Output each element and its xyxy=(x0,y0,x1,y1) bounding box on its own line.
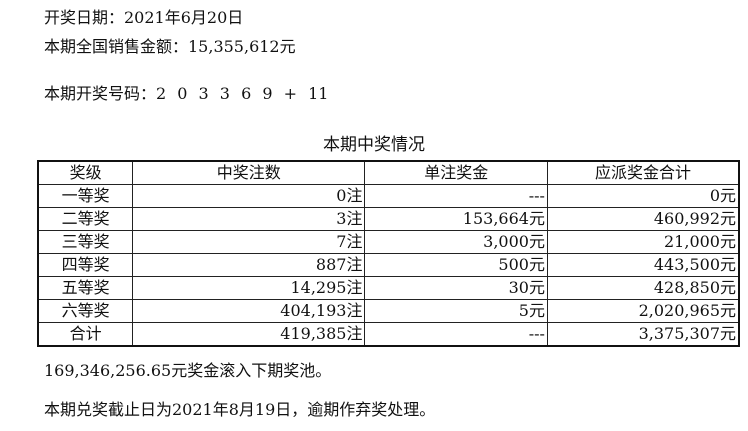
header-count: 中奖注数 xyxy=(132,160,366,185)
winning-numbers: 本期开奖号码：2 0 3 3 6 9 + 11 xyxy=(44,84,329,103)
table-row: 合计 419,385注 --- 3,375,307元 xyxy=(37,322,740,347)
header-prize: 单注奖金 xyxy=(364,160,548,185)
table-row: 五等奖 14,295注 30元 428,850元 xyxy=(37,276,740,300)
total-prize: 428,850元 xyxy=(546,276,740,300)
winner-count: 3注 xyxy=(132,207,366,231)
prize-level: 四等奖 xyxy=(37,253,134,277)
rollover-note: 169,346,256.65元奖金滚入下期奖池。 xyxy=(44,361,332,380)
table-row: 六等奖 404,193注 5元 2,020,965元 xyxy=(37,299,740,323)
winner-count: 7注 xyxy=(132,230,366,254)
table-row: 二等奖 3注 153,664元 460,992元 xyxy=(37,207,740,231)
header-total: 应派奖金合计 xyxy=(546,160,740,185)
total-prize: 21,000元 xyxy=(546,230,740,254)
unit-prize: 3,000元 xyxy=(364,230,548,254)
winner-count: 887注 xyxy=(132,253,366,277)
winner-count: 0注 xyxy=(132,184,366,208)
prize-level: 三等奖 xyxy=(37,230,134,254)
table-row: 四等奖 887注 500元 443,500元 xyxy=(37,253,740,277)
unit-prize: --- xyxy=(364,184,548,208)
winner-count: 14,295注 xyxy=(132,276,366,300)
total-prize: 0元 xyxy=(546,184,740,208)
prize-level: 六等奖 xyxy=(37,299,134,323)
winner-count: 404,193注 xyxy=(132,299,366,323)
winner-count: 419,385注 xyxy=(132,322,366,347)
header-level: 奖级 xyxy=(37,160,134,185)
unit-prize: 5元 xyxy=(364,299,548,323)
prize-level: 二等奖 xyxy=(37,207,134,231)
prize-table: 奖级 中奖注数 单注奖金 应派奖金合计 一等奖 0注 --- 0元 二等奖 3注 153,6… xyxy=(37,160,740,347)
total-prize: 2,020,965元 xyxy=(546,299,740,323)
unit-prize: 153,664元 xyxy=(364,207,548,231)
unit-prize: 30元 xyxy=(364,276,548,300)
unit-prize: 500元 xyxy=(364,253,548,277)
table-title: 本期中奖情况 xyxy=(323,135,425,155)
prize-level: 一等奖 xyxy=(37,184,134,208)
prize-level: 五等奖 xyxy=(37,276,134,300)
draw-date: 开奖日期：2021年6月20日 xyxy=(44,8,244,27)
table-header-row: 奖级 中奖注数 单注奖金 应派奖金合计 xyxy=(37,160,740,185)
table-row: 一等奖 0注 --- 0元 xyxy=(37,184,740,208)
deadline-note: 本期兑奖截止日为2021年8月19日，逾期作弃奖处理。 xyxy=(44,400,436,419)
total-prize: 443,500元 xyxy=(546,253,740,277)
sales-amount: 本期全国销售金额：15,355,612元 xyxy=(44,37,296,56)
unit-prize: --- xyxy=(364,322,548,347)
table-row: 三等奖 7注 3,000元 21,000元 xyxy=(37,230,740,254)
prize-level: 合计 xyxy=(37,322,134,347)
total-prize: 460,992元 xyxy=(546,207,740,231)
total-prize: 3,375,307元 xyxy=(546,322,740,347)
